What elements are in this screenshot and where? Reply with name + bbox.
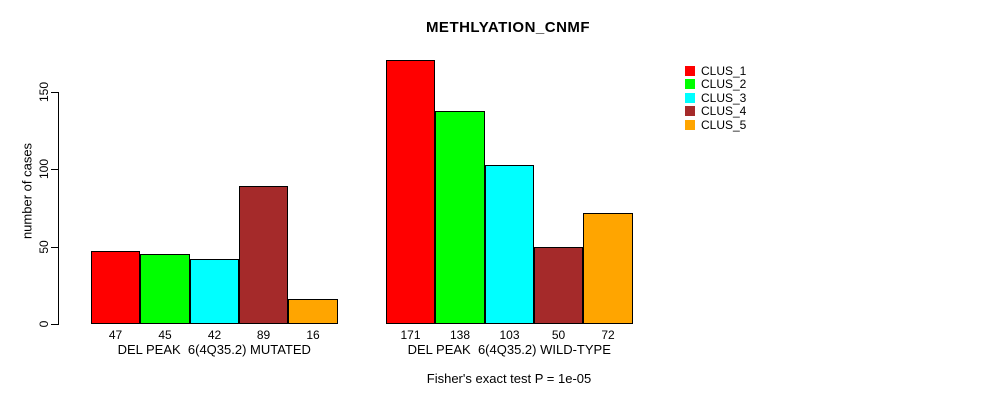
y-tick <box>51 324 59 325</box>
legend-label-clus_5: CLUS_5 <box>701 118 747 132</box>
bar-clus_2-group1 <box>140 254 190 324</box>
bar-clus_5-group1 <box>288 299 338 324</box>
bar-value-label: 45 <box>158 328 172 342</box>
bar-clus_2-group2 <box>435 111 485 324</box>
fisher-test-annotation: Fisher's exact test P = 1e-05 <box>426 371 592 386</box>
y-tick-label: 0 <box>37 320 51 328</box>
y-tick-label: 150 <box>37 81 51 103</box>
y-axis-line <box>58 92 59 325</box>
y-tick <box>51 92 59 93</box>
legend-label-clus_3: CLUS_3 <box>701 91 747 105</box>
legend-swatch-clus_5 <box>685 120 695 130</box>
y-tick <box>51 169 59 170</box>
bar-clus_3-group1 <box>190 259 239 324</box>
bar-clus_1-group1 <box>91 251 140 324</box>
bar-value-label: 171 <box>400 328 421 342</box>
legend-swatch-clus_1 <box>685 66 695 76</box>
bar-clus_1-group2 <box>386 60 435 324</box>
bar-value-label: 103 <box>499 328 520 342</box>
bar-value-label: 16 <box>306 328 320 342</box>
chart-title: METHLYATION_CNMF <box>425 19 591 36</box>
bar-value-label: 72 <box>601 328 615 342</box>
legend-swatch-clus_2 <box>685 79 695 89</box>
bar-clus_4-group2 <box>534 247 583 324</box>
legend-swatch-clus_3 <box>685 93 695 103</box>
group-label: DEL PEAK 6(4Q35.2) MUTATED <box>117 342 311 357</box>
bar-clus_4-group1 <box>239 186 288 324</box>
legend-label-clus_2: CLUS_2 <box>701 77 747 91</box>
y-tick-label: 100 <box>37 158 51 180</box>
bar-value-label: 138 <box>449 328 471 342</box>
bar-value-label: 50 <box>551 328 566 342</box>
y-tick <box>51 247 59 248</box>
legend-label-clus_1: CLUS_1 <box>701 64 747 78</box>
bar-value-label: 47 <box>108 328 123 342</box>
y-tick-label: 50 <box>37 240 51 254</box>
y-axis-label: number of cases <box>19 142 35 240</box>
bar-value-label: 89 <box>256 328 271 342</box>
bar-value-label: 42 <box>207 328 222 342</box>
bar-clus_3-group2 <box>485 165 534 324</box>
legend-label-clus_4: CLUS_4 <box>701 104 747 118</box>
legend-swatch-clus_4 <box>685 106 695 116</box>
group-label: DEL PEAK 6(4Q35.2) WILD-TYPE <box>407 342 611 357</box>
bar-clus_5-group2 <box>583 213 633 324</box>
